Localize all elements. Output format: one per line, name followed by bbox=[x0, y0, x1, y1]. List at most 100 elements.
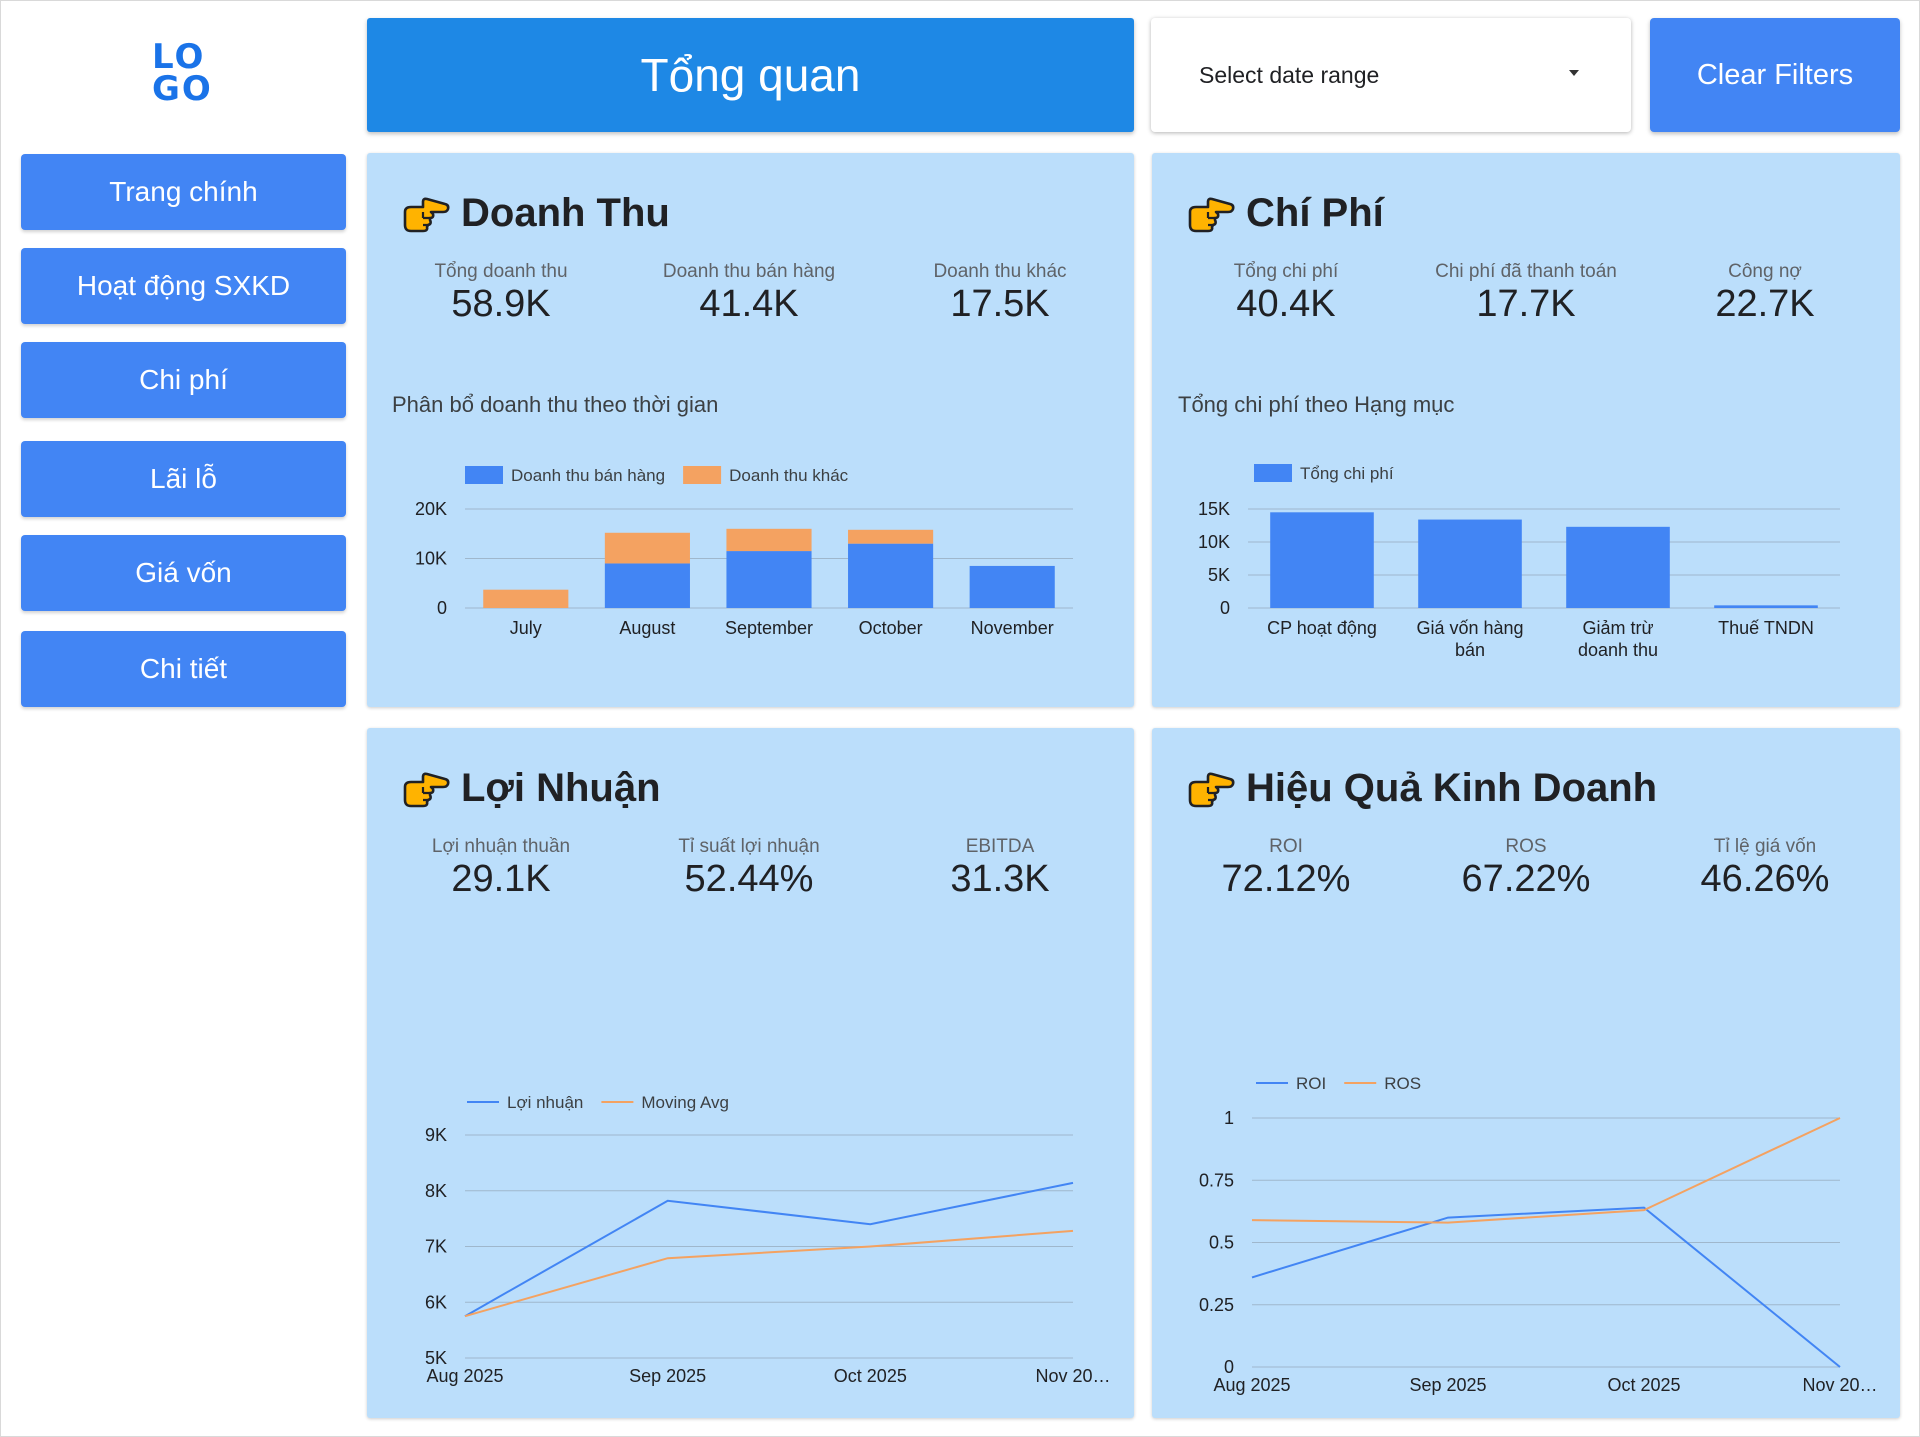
kpi-label: Tỉ suất lợi nhuận bbox=[678, 836, 820, 857]
x-tick-label: Sep 2025 bbox=[629, 1366, 706, 1386]
y-tick-label: 10K bbox=[415, 549, 447, 569]
y-tick-label: 6K bbox=[425, 1292, 447, 1312]
x-tick-label: doanh thu bbox=[1578, 640, 1658, 660]
bar bbox=[848, 543, 934, 608]
cost-bar-chart: Tổng chi phí 0 5K 10K 15K CP hoạt động Giá vốn… bbox=[1198, 464, 1840, 660]
kpi-sales-revenue: Doanh thu bán hàng 41.4K bbox=[629, 261, 869, 325]
pointing-hand-icon bbox=[403, 197, 450, 232]
kpi-value: 31.3K bbox=[950, 858, 1050, 900]
bar bbox=[969, 565, 1055, 608]
kpi-label: EBITDA bbox=[965, 836, 1035, 857]
page-title: Tổng quan bbox=[367, 18, 1134, 132]
y-tick-label: 0.25 bbox=[1199, 1295, 1234, 1315]
y-tick-label: 15K bbox=[1198, 499, 1230, 519]
sidebar-item-gia-von[interactable]: Giá vốn bbox=[21, 535, 346, 611]
bar bbox=[604, 563, 690, 608]
x-tick-label: August bbox=[619, 618, 675, 638]
sidebar-item-hoat-dong-sxkd[interactable]: Hoạt động SXKD bbox=[21, 248, 346, 324]
revenue-card-header: Doanh Thu bbox=[401, 191, 670, 236]
revenue-card: Doanh Thu Tổng doanh thu 58.9K Doanh thu… bbox=[367, 153, 1134, 707]
bar bbox=[1566, 526, 1670, 608]
x-tick-label: bán bbox=[1455, 640, 1485, 660]
y-tick-label: 0 bbox=[1224, 1357, 1234, 1377]
kpi-other-revenue: Doanh thu khác 17.5K bbox=[880, 261, 1120, 325]
kpi-label: ROS bbox=[1505, 836, 1547, 857]
bar bbox=[726, 551, 812, 608]
kpi-label: Tổng doanh thu bbox=[434, 261, 568, 282]
x-tick-label: October bbox=[859, 618, 923, 638]
kpi-net-profit: Lợi nhuận thuần 29.1K bbox=[381, 836, 621, 900]
sidebar-item-chi-phi[interactable]: Chi phí bbox=[21, 342, 346, 418]
pointing-hand-icon bbox=[1188, 772, 1235, 807]
sidebar-item-lai-lo[interactable]: Lãi lỗ bbox=[21, 441, 346, 517]
y-tick-label: 9K bbox=[425, 1125, 447, 1145]
sidebar-item-chi-tiet[interactable]: Chi tiết bbox=[21, 631, 346, 707]
caret-down-icon bbox=[1569, 70, 1579, 76]
kpi-label: Lợi nhuận thuần bbox=[431, 836, 571, 857]
kpi-value: 29.1K bbox=[451, 858, 551, 900]
logo-line-2: GO bbox=[152, 69, 213, 109]
cost-card-header: Chí Phí bbox=[1186, 191, 1384, 236]
kpi-label: Tỉ lệ giá vốn bbox=[1713, 836, 1817, 857]
x-tick-label: November bbox=[971, 618, 1054, 638]
y-tick-label: 0.75 bbox=[1199, 1170, 1234, 1190]
efficiency-card-title: Hiệu Quả Kinh Doanh bbox=[1246, 766, 1658, 810]
kpi-value: 17.7K bbox=[1476, 283, 1576, 325]
legend-label: Doanh thu khác bbox=[729, 466, 849, 485]
x-tick-label: CP hoạt động bbox=[1267, 618, 1377, 638]
x-tick-label: Oct 2025 bbox=[1607, 1375, 1680, 1395]
logo-line-1: LO bbox=[152, 37, 206, 77]
y-tick-label: 0 bbox=[437, 598, 447, 618]
sidebar-item-trang-chinh[interactable]: Trang chính bbox=[21, 154, 346, 230]
kpi-value: 22.7K bbox=[1715, 283, 1815, 325]
pointing-hand-icon bbox=[1188, 197, 1235, 232]
kpi-debt: Công nợ 22.7K bbox=[1645, 261, 1885, 325]
legend-label: Moving Avg bbox=[641, 1093, 729, 1112]
kpi-value: 72.12% bbox=[1221, 858, 1351, 900]
revenue-chart-title: Phân bổ doanh thu theo thời gian bbox=[392, 392, 719, 417]
efficiency-card: Hiệu Quả Kinh Doanh ROI 72.12% ROS 67.22… bbox=[1152, 728, 1900, 1418]
kpi-label: Doanh thu bán hàng bbox=[662, 261, 836, 282]
legend-swatch bbox=[683, 466, 722, 484]
profit-card: Lợi Nhuận Lợi nhuận thuần 29.1K Tỉ suất … bbox=[367, 728, 1134, 1418]
efficiency-card-header: Hiệu Quả Kinh Doanh bbox=[1186, 766, 1657, 811]
logo: LO GO bbox=[150, 37, 220, 109]
kpi-value: 41.4K bbox=[699, 283, 799, 325]
legend-label: ROI bbox=[1296, 1074, 1326, 1093]
kpi-value: 17.5K bbox=[950, 283, 1050, 325]
legend-label: Tổng chi phí bbox=[1300, 464, 1394, 483]
kpi-ros: ROS 67.22% bbox=[1406, 836, 1646, 900]
kpi-value: 40.4K bbox=[1236, 283, 1336, 325]
bar bbox=[1418, 519, 1522, 608]
bar bbox=[726, 528, 812, 552]
legend-swatch bbox=[465, 466, 503, 484]
bar bbox=[483, 589, 569, 608]
y-tick-label: 1 bbox=[1224, 1108, 1234, 1128]
date-range-select[interactable]: Select date range bbox=[1151, 18, 1631, 132]
cost-card: Chí Phí Tổng chi phí 40.4K Chi phí đã th… bbox=[1152, 153, 1900, 707]
x-tick-label: Oct 2025 bbox=[834, 1366, 907, 1386]
kpi-ebitda: EBITDA 31.3K bbox=[880, 836, 1120, 900]
kpi-total-revenue: Tổng doanh thu 58.9K bbox=[381, 261, 621, 325]
cost-chart-title: Tổng chi phí theo Hạng mục bbox=[1178, 392, 1455, 417]
kpi-value: 67.22% bbox=[1461, 858, 1591, 900]
revenue-card-title: Doanh Thu bbox=[461, 191, 670, 235]
kpi-paid-cost: Chi phí đã thanh toán 17.7K bbox=[1406, 261, 1646, 325]
legend-label: Doanh thu bán hàng bbox=[511, 466, 665, 485]
y-tick-label: 20K bbox=[415, 499, 447, 519]
cost-card-title: Chí Phí bbox=[1246, 191, 1384, 235]
clear-filters-button[interactable]: Clear Filters bbox=[1650, 18, 1900, 132]
series-line bbox=[1251, 1206, 1841, 1368]
series-line bbox=[464, 1181, 1074, 1318]
x-tick-label: September bbox=[725, 618, 813, 638]
kpi-label: Doanh thu khác bbox=[933, 261, 1067, 282]
revenue-bar-chart: Doanh thu bán hàng Doanh thu khác 0 10K 20K J… bbox=[415, 466, 1073, 638]
efficiency-line-chart: ROI ROS 0 0.25 0.5 0.75 1 Aug 2025 Sep 2025 Oct 2… bbox=[1199, 1074, 1878, 1395]
y-tick-label: 10K bbox=[1198, 532, 1230, 552]
profit-card-title: Lợi Nhuận bbox=[461, 766, 661, 810]
legend-swatch bbox=[1254, 464, 1292, 482]
x-tick-label: Sep 2025 bbox=[1409, 1375, 1486, 1395]
kpi-roi: ROI 72.12% bbox=[1166, 836, 1406, 900]
y-tick-label: 0 bbox=[1220, 598, 1230, 618]
kpi-value: 58.9K bbox=[451, 283, 551, 325]
